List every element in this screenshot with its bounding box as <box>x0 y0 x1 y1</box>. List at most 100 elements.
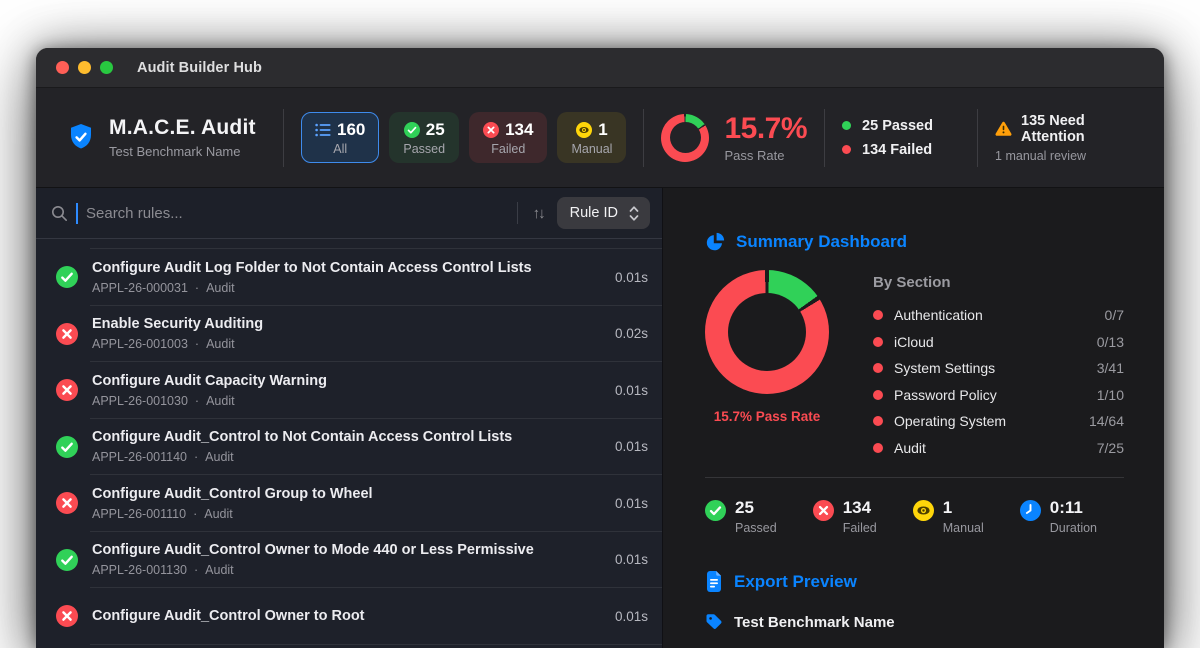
section-row: Audit 7/25 <box>873 435 1124 462</box>
rule-row[interactable]: Configure Audit Log Folder to Not Contai… <box>36 249 662 306</box>
rule-row[interactable]: Configure Audit_Control Owner to Mode 44… <box>36 532 662 589</box>
rule-title: Configure Audit_Control Group to Wheel <box>92 485 373 502</box>
search-icon <box>51 205 68 222</box>
rule-meta: APPL-26-001110 · Audit <box>92 507 601 521</box>
filter-failed[interactable]: 134 Failed <box>469 112 548 163</box>
pie-chart-icon <box>705 232 725 252</box>
benchmark-name-row: Test Benchmark Name <box>705 613 1124 631</box>
export-preview-heading: Export Preview <box>705 571 1124 592</box>
rule-row[interactable]: Configure Audit_Control Group to Wheel AP… <box>36 475 662 532</box>
rule-title: Configure Audit_Control Owner to Mode 44… <box>92 542 534 559</box>
rule-id: APPL-26-001030 <box>92 393 188 408</box>
section-row: iCloud 0/13 <box>873 329 1124 356</box>
eye-icon <box>912 500 934 521</box>
stat-duration: 0:11 Duration <box>1019 498 1097 535</box>
pass-rate-value: 15.7% <box>724 112 808 145</box>
fail-icon <box>56 605 78 628</box>
rule-section: Audit <box>206 393 235 408</box>
filter-all[interactable]: 160 All <box>301 112 380 163</box>
rule-id: APPL-26-001110 <box>92 506 187 521</box>
filter-manual[interactable]: 1 Manual <box>557 112 627 163</box>
stat-passed: 25 Passed <box>705 498 777 535</box>
sort-direction-icon[interactable]: ↑↓ <box>532 204 546 222</box>
dashboard-body: 15.7% Pass Rate By Section Authenticatio… <box>705 270 1124 461</box>
section-value: 7/25 <box>1096 439 1124 456</box>
legend-failed-label: 134 Failed <box>862 141 933 158</box>
close-button[interactable] <box>56 61 69 74</box>
stat-manual-value: 1 <box>942 498 953 517</box>
stat-duration-label: Duration <box>1049 521 1097 535</box>
stat-duration-value: 0:11 <box>1049 498 1083 517</box>
by-section-block: By Section Authentication 0/7 iCloud 0/13 Sy… <box>873 270 1124 461</box>
rule-row[interactable]: Enable Security Auditing APPL-26-001003 · A… <box>36 306 662 363</box>
legend-passed-label: 25 Passed <box>862 117 933 134</box>
stat-failed: 134 Failed <box>812 498 877 535</box>
stat-passed-label: Passed <box>735 521 777 535</box>
pass-rate-summary: 15.7% Pass Rate <box>661 112 808 163</box>
rule-duration: 0.01s <box>614 382 648 398</box>
attention-subtitle: 1 manual review <box>995 148 1087 163</box>
rule-duration: 0.01s <box>614 269 648 285</box>
red-dot-icon <box>873 310 883 321</box>
rule-section: Audit <box>205 450 234 465</box>
text-caret <box>76 202 78 224</box>
rule-meta: APPL-26-001140 · Audit <box>92 450 601 464</box>
filter-pills: 160 All 25 Passed 134 <box>301 112 627 163</box>
rule-id: APPL-26-001003 <box>92 337 188 352</box>
attention-title: 135 Need Attention <box>1021 112 1085 145</box>
red-dot-icon <box>873 416 883 427</box>
divider <box>977 108 979 167</box>
filter-manual-count: 1 <box>598 120 608 139</box>
meta-separator: · <box>193 450 199 465</box>
rule-row[interactable]: Configure Audit Capacity Warning APPL-26-… <box>36 362 662 419</box>
section-row: Authentication 0/7 <box>873 302 1124 329</box>
minimize-button[interactable] <box>78 61 91 74</box>
rules-panel: ↑↓ Rule ID Configure Audit Log Folder to… <box>36 188 663 648</box>
section-name: System Settings <box>894 360 996 377</box>
search-input[interactable] <box>86 204 508 222</box>
sort-select[interactable]: Rule ID <box>556 197 650 229</box>
rule-meta: APPL-26-000031 · Audit <box>92 281 601 295</box>
search-bar <box>51 202 508 224</box>
filter-all-count: 160 <box>337 120 366 139</box>
stat-manual: 1 Manual <box>912 498 984 535</box>
rule-meta: APPL-26-001130 · Audit <box>92 563 601 577</box>
divider <box>283 108 284 167</box>
pass-icon <box>56 435 78 458</box>
check-circle-icon <box>403 122 420 138</box>
pass-icon <box>56 266 78 289</box>
app-window: Audit Builder Hub M.A.C.E. Audit Test Be… <box>36 48 1164 648</box>
red-dot-icon <box>873 389 883 400</box>
rule-title: Configure Audit_Control to Not Contain A… <box>92 429 513 446</box>
summary-panel: Summary Dashboard 15.7% Pass Rate By Sec… <box>663 188 1164 648</box>
filter-passed[interactable]: 25 Passed <box>389 112 460 163</box>
brand: M.A.C.E. Audit Test Benchmark Name <box>60 116 266 159</box>
red-dot-icon <box>842 145 852 154</box>
rule-section: Audit <box>206 337 235 352</box>
filter-failed-label: Failed <box>491 142 526 156</box>
attention-summary: 135 Need Attention 1 manual review <box>995 113 1140 163</box>
window-title: Audit Builder Hub <box>137 59 262 76</box>
section-value: 14/64 <box>1088 413 1124 430</box>
section-value: 3/41 <box>1096 360 1124 377</box>
rule-row[interactable]: Configure Audit_Control to Not Contain A… <box>36 419 662 476</box>
section-name: Operating System <box>894 413 1007 430</box>
meta-separator: · <box>194 280 200 295</box>
x-circle-icon <box>812 500 834 521</box>
rule-row[interactable]: Configure Audit_Control Owner to Root 0.0… <box>36 588 662 645</box>
export-preview-block: Export Preview Test Benchmark Name <box>705 571 1124 631</box>
document-icon <box>705 571 723 592</box>
rule-id: APPL-26-001130 <box>92 563 187 578</box>
legend-passed: 25 Passed <box>842 118 960 134</box>
page-subtitle: Test Benchmark Name <box>109 144 241 159</box>
list-icon <box>315 123 331 137</box>
traffic-lights <box>56 61 113 74</box>
summary-dashboard-heading: Summary Dashboard <box>705 232 1124 252</box>
rules-list[interactable]: Configure Audit Log Folder to Not Contai… <box>36 239 662 648</box>
section-name: Audit <box>894 439 926 456</box>
rule-duration: 0.01s <box>614 552 648 568</box>
zoom-button[interactable] <box>100 61 113 74</box>
app-header: M.A.C.E. Audit Test Benchmark Name 160 A… <box>36 88 1164 188</box>
green-dot-icon <box>842 121 852 130</box>
meta-separator: · <box>194 393 200 408</box>
